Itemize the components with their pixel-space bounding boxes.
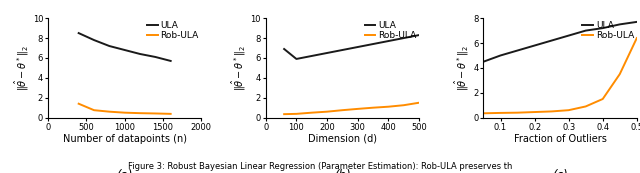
- Rob-ULA: [479, 112, 487, 114]
- Rob-ULA: [385, 106, 392, 108]
- ULA: [90, 39, 98, 41]
- ULA: [121, 49, 129, 51]
- Rob-ULA: [90, 109, 98, 111]
- Y-axis label: $\|\hat{\theta} - \theta^*\|_2$: $\|\hat{\theta} - \theta^*\|_2$: [453, 45, 471, 91]
- ULA: [369, 43, 377, 45]
- Text: (a): (a): [116, 169, 133, 173]
- Rob-ULA: [548, 110, 556, 112]
- Rob-ULA: [75, 103, 83, 105]
- Rob-ULA: [633, 37, 640, 39]
- Rob-ULA: [339, 109, 346, 111]
- ULA: [582, 30, 589, 32]
- ULA: [354, 46, 362, 48]
- Rob-ULA: [582, 105, 589, 107]
- ULA: [514, 49, 522, 52]
- ULA: [479, 61, 487, 63]
- Line: ULA: ULA: [284, 35, 419, 59]
- Rob-ULA: [121, 112, 129, 114]
- ULA: [633, 21, 640, 23]
- Rob-ULA: [565, 109, 573, 111]
- Rob-ULA: [308, 112, 316, 114]
- Line: ULA: ULA: [79, 33, 171, 61]
- Rob-ULA: [400, 104, 408, 106]
- ULA: [280, 48, 288, 50]
- ULA: [136, 53, 144, 55]
- Rob-ULA: [167, 113, 175, 115]
- Rob-ULA: [514, 112, 522, 114]
- Legend: ULA, Rob-ULA: ULA, Rob-ULA: [146, 20, 200, 41]
- Text: (c): (c): [552, 169, 568, 173]
- X-axis label: Number of datapoints (n): Number of datapoints (n): [63, 134, 187, 144]
- ULA: [400, 37, 408, 39]
- Text: (b): (b): [334, 169, 351, 173]
- Y-axis label: $\|\hat{\theta} - \theta^*\|_2$: $\|\hat{\theta} - \theta^*\|_2$: [230, 45, 248, 91]
- X-axis label: Dimension (d): Dimension (d): [308, 134, 377, 144]
- Rob-ULA: [106, 111, 113, 113]
- ULA: [599, 27, 607, 29]
- Legend: ULA, Rob-ULA: ULA, Rob-ULA: [364, 20, 417, 41]
- ULA: [497, 54, 504, 57]
- ULA: [385, 40, 392, 42]
- Rob-ULA: [415, 102, 423, 104]
- Rob-ULA: [323, 111, 331, 113]
- ULA: [292, 58, 300, 60]
- Rob-ULA: [280, 113, 288, 115]
- ULA: [106, 45, 113, 47]
- ULA: [339, 49, 346, 51]
- Legend: ULA, Rob-ULA: ULA, Rob-ULA: [581, 20, 635, 41]
- Text: Figure 3: Robust Bayesian Linear Regression (Parameter Estimation): Rob-ULA pres: Figure 3: Robust Bayesian Linear Regress…: [128, 162, 512, 171]
- ULA: [565, 35, 573, 37]
- Line: Rob-ULA: Rob-ULA: [79, 104, 171, 114]
- Rob-ULA: [152, 112, 159, 115]
- ULA: [531, 44, 538, 47]
- Rob-ULA: [497, 112, 504, 114]
- X-axis label: Fraction of Outliers: Fraction of Outliers: [514, 134, 607, 144]
- ULA: [308, 55, 316, 57]
- Y-axis label: $\|\hat{\theta} - \theta^*\|_2$: $\|\hat{\theta} - \theta^*\|_2$: [12, 45, 31, 91]
- Rob-ULA: [369, 107, 377, 109]
- Line: Rob-ULA: Rob-ULA: [284, 103, 419, 114]
- ULA: [75, 32, 83, 34]
- ULA: [167, 60, 175, 62]
- ULA: [548, 39, 556, 42]
- Rob-ULA: [292, 113, 300, 115]
- Line: Rob-ULA: Rob-ULA: [483, 38, 637, 113]
- Line: ULA: ULA: [483, 22, 637, 62]
- Rob-ULA: [599, 98, 607, 100]
- ULA: [616, 23, 623, 25]
- ULA: [415, 34, 423, 36]
- ULA: [323, 52, 331, 54]
- Rob-ULA: [354, 108, 362, 110]
- Rob-ULA: [531, 111, 538, 113]
- Rob-ULA: [136, 112, 144, 114]
- Rob-ULA: [616, 73, 623, 75]
- ULA: [152, 56, 159, 58]
